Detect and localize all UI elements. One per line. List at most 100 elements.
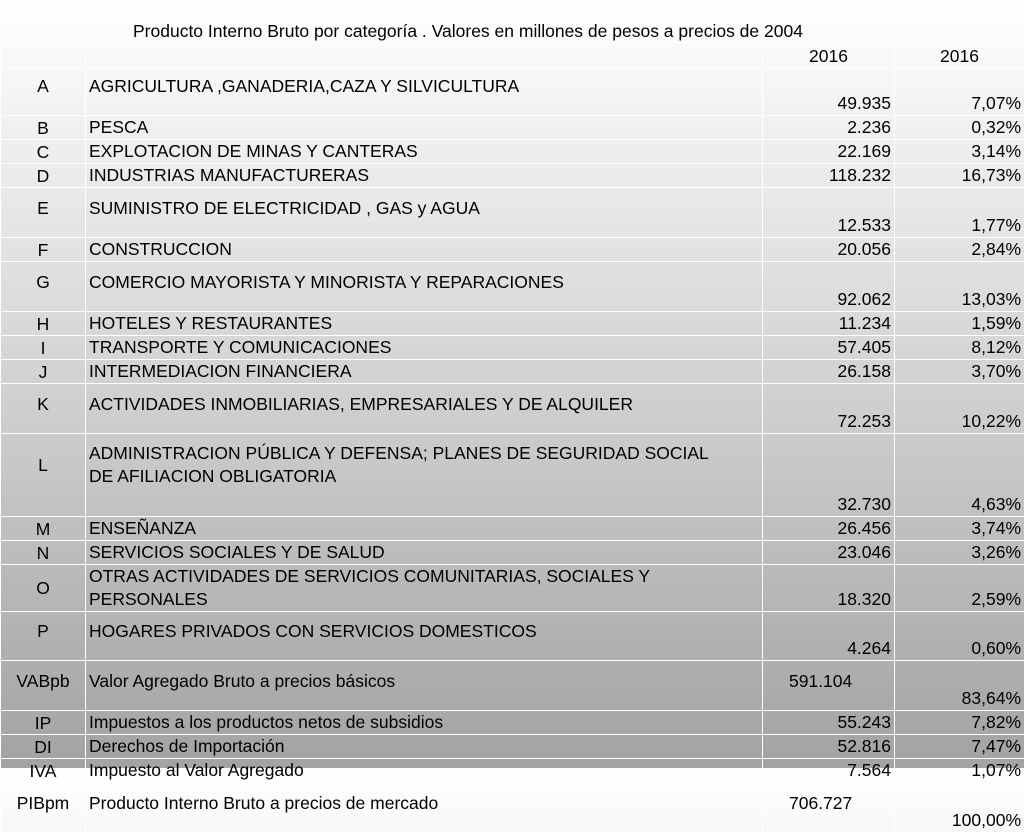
row-code: J xyxy=(1,360,86,384)
row-share: 1,07% xyxy=(895,759,1024,783)
row-value: 72.253 xyxy=(763,384,895,434)
row-description: OTRAS ACTIVIDADES DE SERVICIOS COMUNITAR… xyxy=(86,565,763,612)
row-share: 100,00% xyxy=(895,783,1024,833)
row-value: 26.456 xyxy=(763,517,895,541)
table-row: DI Derechos de Importación 52.816 7,47% xyxy=(1,735,1024,759)
table-row: K ACTIVIDADES INMOBILIARIAS, EMPRESARIAL… xyxy=(1,384,1024,434)
table-row: IVA Impuesto al Valor Agregado 7.564 1,0… xyxy=(1,759,1024,783)
table-row: N SERVICIOS SOCIALES Y DE SALUD 23.046 3… xyxy=(1,541,1024,565)
row-description: AGRICULTURA ,GANADERIA,CAZA Y SILVICULTU… xyxy=(86,69,763,116)
row-share: 10,22% xyxy=(895,384,1024,434)
table-row: I TRANSPORTE Y COMUNICACIONES 57.405 8,1… xyxy=(1,336,1024,360)
row-value: 26.158 xyxy=(763,360,895,384)
row-description: Impuesto al Valor Agregado xyxy=(86,759,763,783)
row-share: 3,70% xyxy=(895,360,1024,384)
row-value: 12.533 xyxy=(763,188,895,238)
row-code: IVA xyxy=(1,759,86,783)
row-share: 83,64% xyxy=(895,661,1024,711)
table-row: P HOGARES PRIVADOS CON SERVICIOS DOMESTI… xyxy=(1,612,1024,661)
row-code: H xyxy=(1,312,86,336)
row-description: CONSTRUCCION xyxy=(86,238,763,262)
table-row: B PESCA 2.236 0,32% xyxy=(1,116,1024,140)
row-code: F xyxy=(1,238,86,262)
table-row: O OTRAS ACTIVIDADES DE SERVICIOS COMUNIT… xyxy=(1,565,1024,612)
row-code: PIBpm xyxy=(1,783,86,833)
table-row: G COMERCIO MAYORISTA Y MINORISTA Y REPAR… xyxy=(1,262,1024,312)
header-year-share: 2016 xyxy=(895,43,1024,69)
row-description: ENSEÑANZA xyxy=(86,517,763,541)
row-share: 2,84% xyxy=(895,238,1024,262)
row-code: M xyxy=(1,517,86,541)
row-share: 2,59% xyxy=(895,565,1024,612)
table-row: IP Impuestos a los productos netos de su… xyxy=(1,711,1024,735)
row-share: 4,63% xyxy=(895,434,1024,517)
table-row: C EXPLOTACION DE MINAS Y CANTERAS 22.169… xyxy=(1,140,1024,164)
row-share: 1,59% xyxy=(895,312,1024,336)
row-code: VABpb xyxy=(1,661,86,711)
row-code: E xyxy=(1,188,86,238)
row-description: HOGARES PRIVADOS CON SERVICIOS DOMESTICO… xyxy=(86,612,763,661)
table-row: D INDUSTRIAS MANUFACTURERAS 118.232 16,7… xyxy=(1,164,1024,188)
row-value: 118.232 xyxy=(763,164,895,188)
table-row: E SUMINISTRO DE ELECTRICIDAD , GAS y AGU… xyxy=(1,188,1024,238)
table-row: A AGRICULTURA ,GANADERIA,CAZA Y SILVICUL… xyxy=(1,69,1024,116)
row-description: INDUSTRIAS MANUFACTURERAS xyxy=(86,164,763,188)
row-share: 7,47% xyxy=(895,735,1024,759)
row-description: Producto Interno Bruto a precios de merc… xyxy=(86,783,763,833)
row-description: ACTIVIDADES INMOBILIARIAS, EMPRESARIALES… xyxy=(86,384,763,434)
row-description: PESCA xyxy=(86,116,763,140)
row-value: 4.264 xyxy=(763,612,895,661)
row-share: 13,03% xyxy=(895,262,1024,312)
row-description: SERVICIOS SOCIALES Y DE SALUD xyxy=(86,541,763,565)
row-description: Valor Agregado Bruto a precios básicos xyxy=(86,661,763,711)
row-code: B xyxy=(1,116,86,140)
row-value: 7.564 xyxy=(763,759,895,783)
row-code: DI xyxy=(1,735,86,759)
row-value: 49.935 xyxy=(763,69,895,116)
row-share: 7,07% xyxy=(895,69,1024,116)
row-code: L xyxy=(1,434,86,517)
table-row: M ENSEÑANZA 26.456 3,74% xyxy=(1,517,1024,541)
row-code: A xyxy=(1,69,86,116)
table-row: F CONSTRUCCION 20.056 2,84% xyxy=(1,238,1024,262)
row-share: 0,60% xyxy=(895,612,1024,661)
row-share: 1,77% xyxy=(895,188,1024,238)
table-row: VABpb Valor Agregado Bruto a precios bás… xyxy=(1,661,1024,711)
row-description: EXPLOTACION DE MINAS Y CANTERAS xyxy=(86,140,763,164)
row-code: N xyxy=(1,541,86,565)
row-code: C xyxy=(1,140,86,164)
table-title: Producto Interno Bruto por categoría . V… xyxy=(1,1,1024,43)
table-row: J INTERMEDIACION FINANCIERA 26.158 3,70% xyxy=(1,360,1024,384)
header-empty-1 xyxy=(1,43,86,69)
row-share: 0,32% xyxy=(895,116,1024,140)
row-value: 18.320 xyxy=(763,565,895,612)
table-row: H HOTELES Y RESTAURANTES 11.234 1,59% xyxy=(1,312,1024,336)
row-share: 3,74% xyxy=(895,517,1024,541)
row-code: O xyxy=(1,565,86,612)
row-description: Impuestos a los productos netos de subsi… xyxy=(86,711,763,735)
row-value: 23.046 xyxy=(763,541,895,565)
row-value: 591.104 xyxy=(763,661,895,711)
row-code: P xyxy=(1,612,86,661)
row-code: IP xyxy=(1,711,86,735)
row-share: 7,82% xyxy=(895,711,1024,735)
row-value: 2.236 xyxy=(763,116,895,140)
row-code: G xyxy=(1,262,86,312)
row-share: 3,14% xyxy=(895,140,1024,164)
row-description: ADMINISTRACION PÚBLICA Y DEFENSA; PLANES… xyxy=(86,434,763,517)
row-share: 3,26% xyxy=(895,541,1024,565)
header-empty-2 xyxy=(86,43,763,69)
row-value: 706.727 xyxy=(763,783,895,833)
row-value: 55.243 xyxy=(763,711,895,735)
row-value: 11.234 xyxy=(763,312,895,336)
table-row: L ADMINISTRACION PÚBLICA Y DEFENSA; PLAN… xyxy=(1,434,1024,517)
row-description: Derechos de Importación xyxy=(86,735,763,759)
row-code: K xyxy=(1,384,86,434)
row-value: 20.056 xyxy=(763,238,895,262)
row-description: INTERMEDIACION FINANCIERA xyxy=(86,360,763,384)
row-code: D xyxy=(1,164,86,188)
row-value: 92.062 xyxy=(763,262,895,312)
row-value: 32.730 xyxy=(763,434,895,517)
row-share: 16,73% xyxy=(895,164,1024,188)
